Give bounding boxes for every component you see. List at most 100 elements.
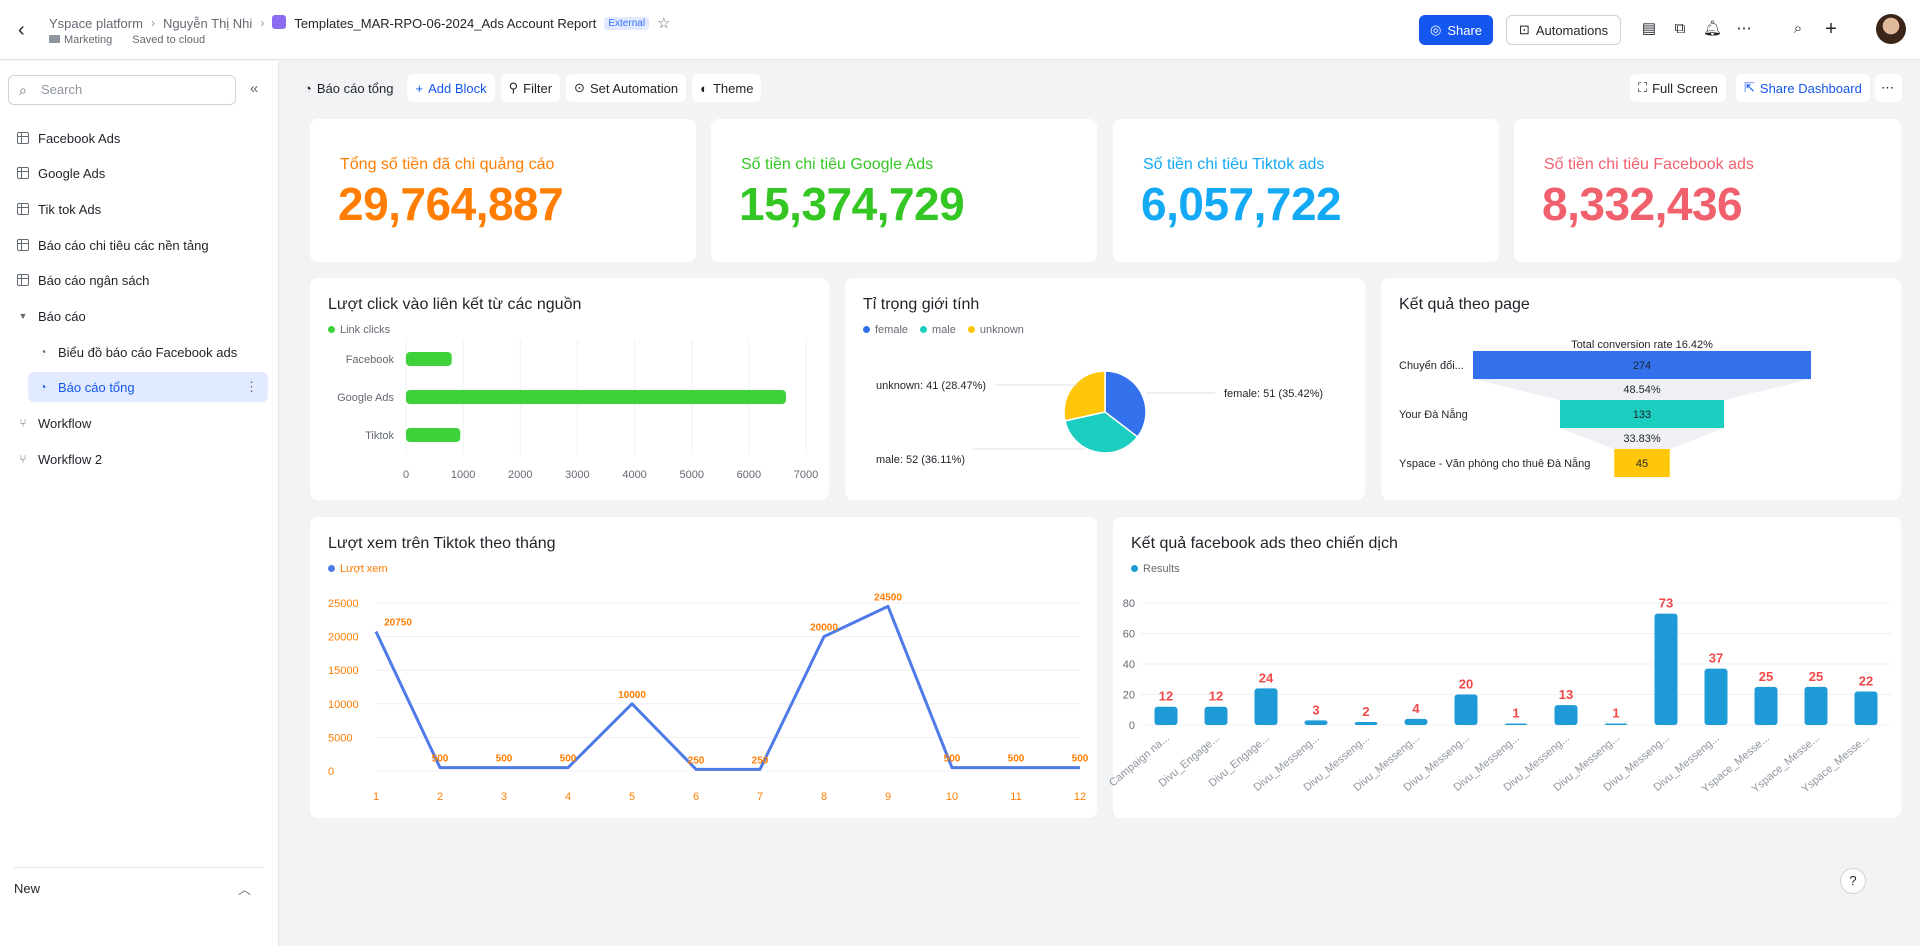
avatar[interactable] (1876, 14, 1906, 44)
sidebar-item-tiktok-ads[interactable]: Tik tok Ads (8, 194, 268, 224)
back-arrow-icon[interactable]: ‹ (18, 19, 25, 41)
funnel-value: 274 (1633, 360, 1651, 372)
collapse-sidebar-icon[interactable]: « (250, 80, 259, 97)
data-label: 13 (1559, 687, 1573, 702)
full-screen-button[interactable]: ⛶ Full Screen (1630, 74, 1726, 102)
data-label: 24500 (874, 592, 902, 603)
bar (1754, 686, 1778, 725)
bar (1504, 723, 1528, 725)
search-input[interactable]: ⌕ Search (8, 75, 236, 105)
legend-item[interactable]: Lượt xem (328, 563, 388, 575)
x-tick-label: 11 (1010, 791, 1021, 803)
help-icon[interactable]: ? (1840, 868, 1866, 894)
slice-label: female: 51 (35.42%) (1224, 388, 1323, 400)
theme-button[interactable]: ◐ Theme (692, 74, 762, 102)
divider (14, 867, 264, 868)
sidebar-item-workflow[interactable]: ⑂ Workflow (8, 408, 268, 438)
sidebar-item-label: Facebook Ads (38, 130, 121, 146)
breadcrumb-workspace[interactable]: Yspace platform (49, 15, 143, 31)
data-label: 2 (1362, 704, 1369, 719)
legend-dot (328, 564, 335, 572)
funnel-stage (1559, 400, 1725, 428)
dashboard-toolbar: ◔ Báo cáo tổng + Add Block ⚲ Filter ⊙ Set Au… (296, 74, 762, 102)
automations-button[interactable]: ⊡ Automations (1506, 15, 1621, 45)
share-dashboard-button[interactable]: ⇱ Share Dashboard (1736, 74, 1870, 102)
top-bar: ‹ Yspace platform › Nguyễn Thị Nhi › Tem… (0, 0, 1920, 60)
more-icon[interactable]: ⋯ (1736, 20, 1752, 37)
slice-label: male: 52 (36.11%) (876, 454, 965, 466)
sidebar-item-platform-spend-report[interactable]: Báo cáo chi tiêu các nền tảng (8, 230, 268, 260)
bar (1554, 705, 1578, 725)
sidebar-item-facebook-ads-chart[interactable]: ◔ Biểu đồ báo cáo Facebook ads (28, 337, 268, 367)
sidebar-item-label: Biểu đồ báo cáo Facebook ads (58, 344, 238, 360)
dashboard-name[interactable]: ◔ Báo cáo tổng (296, 74, 401, 102)
star-icon[interactable]: ☆ (657, 15, 671, 32)
sidebar-item-facebook-ads[interactable]: Facebook Ads (8, 123, 268, 153)
set-automation-label: Set Automation (589, 80, 679, 96)
bar (406, 390, 786, 404)
bar (1454, 694, 1478, 725)
kpi-label: Tổng số tiền đã chi quảng cáo (340, 156, 555, 173)
sidebar-item-budget-report[interactable]: Báo cáo ngân sách (8, 265, 268, 295)
chart-card-tiktok-views[interactable]: Lượt xem trên Tiktok theo tháng Lượt xem… (310, 517, 1097, 818)
legend-item[interactable]: male (920, 324, 956, 336)
sidebar-folder-reports[interactable]: ▼ Báo cáo (8, 301, 268, 331)
new-button[interactable]: New (14, 881, 41, 896)
dashboard-more-button[interactable]: ⋯ (1875, 74, 1902, 102)
y-tick-label: 0 (328, 766, 334, 778)
kpi-card-google-spend[interactable]: Số tiền chi tiêu Google Ads 15,374,729 (711, 119, 1097, 262)
filter-icon: ⚲ (508, 80, 519, 95)
y-tick-label: Google Ads (337, 392, 394, 404)
add-block-button[interactable]: + Add Block (407, 74, 495, 102)
chevron-right-icon: › (260, 16, 265, 30)
chevron-up-icon[interactable]: ︿ (238, 882, 252, 897)
legend-item[interactable]: Results (1131, 563, 1180, 575)
search-icon[interactable]: ⌕ (1793, 20, 1803, 37)
legend-item[interactable]: Link clicks (328, 324, 390, 336)
folder-location[interactable]: Marketing (49, 34, 112, 46)
legend-item[interactable]: unknown (967, 324, 1024, 336)
robot-icon: ⊡ (1518, 22, 1530, 37)
sidebar-item-label: Workflow (38, 415, 92, 431)
legend-label: female (875, 324, 909, 336)
document-list-icon[interactable]: ▤ (1641, 20, 1657, 37)
legend-dot (1131, 564, 1138, 572)
x-tick-label: 6 (693, 791, 699, 803)
kpi-card-facebook-spend[interactable]: Số tiền chi tiêu Facebook ads 8,332,436 (1514, 119, 1901, 262)
y-tick-label: Facebook (346, 354, 395, 366)
breadcrumb-owner[interactable]: Nguyễn Thị Nhi (162, 15, 253, 31)
chart-card-facebook-campaigns[interactable]: Kết quả facebook ads theo chiến dịch Res… (1107, 517, 1901, 818)
pie-slice (1064, 411, 1139, 454)
sidebar-item-workflow-2[interactable]: ⑂ Workflow 2 (8, 444, 268, 474)
x-tick-label: 4000 (622, 469, 646, 481)
automation-icon: ⊙ (574, 80, 585, 95)
chart-card-page-results[interactable]: Kết quả theo page Total conversion rate … (1381, 278, 1901, 500)
legend-item[interactable]: female (863, 324, 908, 336)
chart-title: Kết quả facebook ads theo chiến dịch (1131, 535, 1398, 552)
kpi-card-tiktok-spend[interactable]: Số tiền chi tiêu Tiktok ads 6,057,722 (1113, 119, 1499, 262)
sidebar-item-summary-report[interactable]: ◔ Báo cáo tổng ⋮ (28, 372, 268, 402)
sidebar-item-google-ads[interactable]: Google Ads (8, 158, 268, 188)
filter-button[interactable]: ⚲ Filter (500, 74, 561, 102)
kpi-value: 6,057,722 (1141, 178, 1342, 230)
chart-card-link-clicks[interactable]: Lượt click vào liên kết từ các nguồn Lin… (310, 278, 829, 500)
plugin-icon[interactable]: ⧉ (1674, 20, 1686, 37)
bell-icon[interactable]: 🔔︎ (1703, 20, 1723, 37)
share-button[interactable]: ◎ Share (1419, 15, 1493, 45)
funnel-stage-label: Your Đà Nẵng (1399, 408, 1468, 421)
plus-icon[interactable]: + (1825, 18, 1837, 40)
folder-icon (49, 35, 60, 43)
base-doc-icon (272, 15, 287, 29)
more-vertical-icon[interactable]: ⋮ (245, 379, 258, 394)
data-label: 500 (1008, 754, 1025, 765)
bar (1704, 668, 1728, 725)
chart-card-gender[interactable]: Tỉ trọng giới tính female male unknown f… (845, 278, 1365, 500)
legend-label: male (932, 324, 956, 336)
x-tick-label: 0 (403, 469, 409, 481)
set-automation-button[interactable]: ⊙ Set Automation (566, 74, 687, 102)
x-tick-label: 2000 (508, 469, 532, 481)
doc-title[interactable]: Templates_MAR-RPO-06-2024_Ads Account Re… (294, 15, 597, 31)
dashboard-icon: ◔ (39, 380, 47, 394)
kpi-card-total-spend[interactable]: Tổng số tiền đã chi quảng cáo 29,764,887 (310, 119, 696, 262)
